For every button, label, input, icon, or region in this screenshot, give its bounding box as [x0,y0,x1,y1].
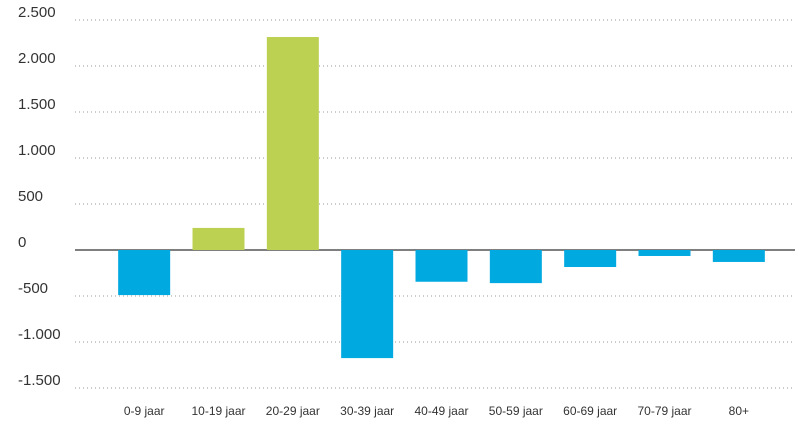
y-tick-label: 2.000 [18,50,56,67]
bar [712,250,765,262]
bar [638,250,691,256]
y-tick-label: 0 [18,234,26,251]
y-tick-label: 500 [18,188,43,205]
bar [341,250,394,359]
y-tick-label: 1.500 [18,96,56,113]
bar [489,250,542,284]
x-tick-label: 20-29 jaar [266,404,320,418]
x-tick-label: 70-79 jaar [637,404,691,418]
x-tick-label: 30-39 jaar [340,404,394,418]
x-tick-label: 0-9 jaar [124,404,165,418]
bar [564,250,617,268]
y-tick-label: 1.000 [18,142,56,159]
bar [192,227,245,250]
y-tick-label: -1.000 [18,326,61,343]
x-tick-label: 50-59 jaar [489,404,543,418]
bar [118,250,171,296]
bar [266,37,319,250]
bar [415,250,468,282]
x-tick-label: 40-49 jaar [414,404,468,418]
x-tick-label: 10-19 jaar [191,404,245,418]
x-tick-label: 60-69 jaar [563,404,617,418]
y-tick-label: -1.500 [18,372,61,389]
y-tick-label: 2.500 [18,4,56,21]
y-tick-label: -500 [18,280,48,297]
x-tick-label: 80+ [729,404,749,418]
